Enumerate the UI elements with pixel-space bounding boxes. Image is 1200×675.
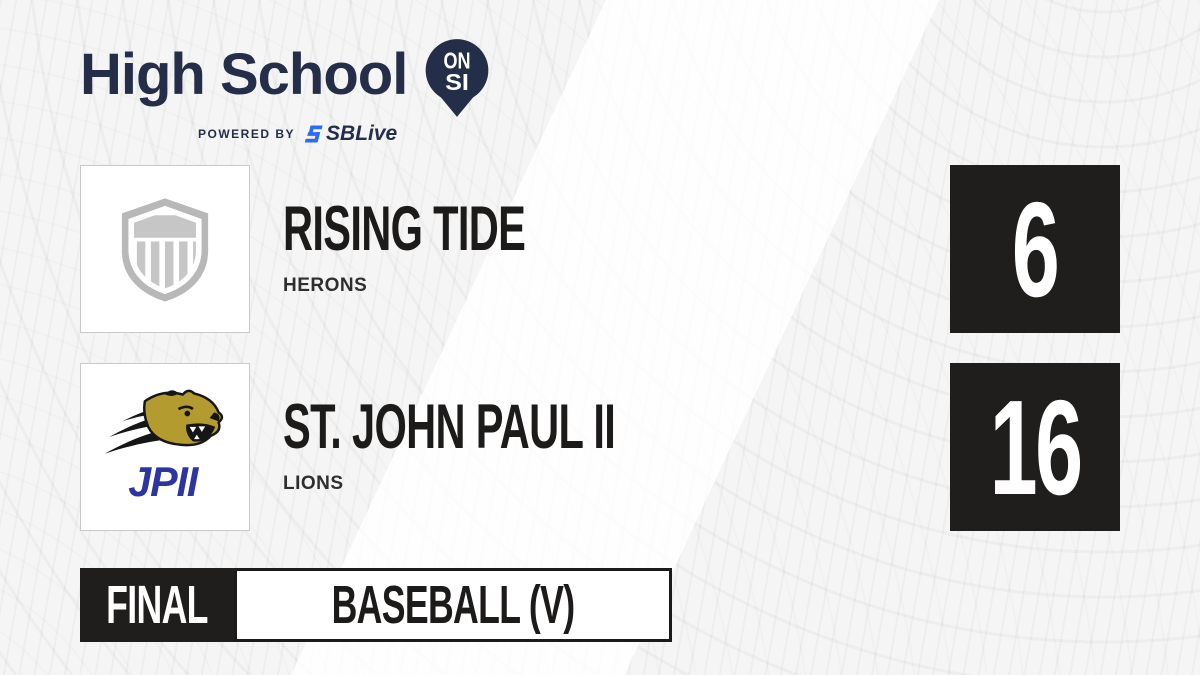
- placeholder-shield-icon: [121, 198, 209, 302]
- brand-row: High School ON SI: [80, 38, 493, 118]
- event-badge: BASEBALL (V): [233, 568, 672, 642]
- on-si-pin-icon: ON SI: [425, 39, 489, 117]
- footer-badges: FINAL BASEBALL (V): [80, 568, 672, 642]
- team-score: 16: [989, 371, 1083, 523]
- team-row-away: RISING TIDE HERONS 6: [0, 165, 1200, 333]
- sblive-logo: SBLive: [304, 122, 397, 146]
- team-name: ST. JOHN PAUL II: [283, 392, 616, 463]
- event-label: BASEBALL (V): [331, 575, 576, 635]
- status-badge: FINAL: [80, 568, 234, 642]
- svg-text:JPII: JPII: [128, 459, 200, 505]
- powered-by-row: POWERED BY SBLive: [198, 122, 493, 146]
- team-mascot: HERONS: [283, 274, 368, 296]
- jpii-lion-logo: JPII: [104, 389, 224, 508]
- team-row-home: JPII ST. JOHN PAUL II LIONS 16: [0, 363, 1200, 531]
- brand-title: High School: [80, 42, 408, 107]
- pin-line2: SI: [445, 69, 469, 95]
- team-name: RISING TIDE: [283, 194, 526, 265]
- team-logo-box: [80, 165, 250, 333]
- team-info: RISING TIDE HERONS: [283, 165, 923, 333]
- score-box: 6: [950, 165, 1120, 333]
- pin-line1: ON: [444, 47, 471, 73]
- score-box: 16: [950, 363, 1120, 531]
- team-logo-box: JPII: [80, 363, 250, 531]
- sblive-s-icon: [304, 125, 323, 143]
- status-label: FINAL: [106, 575, 208, 635]
- sblive-wordmark: SBLive: [326, 122, 398, 145]
- team-mascot: LIONS: [283, 472, 344, 494]
- brand-block: High School ON SI POWERED BY: [80, 38, 493, 146]
- team-score: 6: [1012, 173, 1060, 325]
- powered-by-label: POWERED BY: [198, 127, 296, 141]
- team-info: ST. JOHN PAUL II LIONS: [283, 363, 923, 531]
